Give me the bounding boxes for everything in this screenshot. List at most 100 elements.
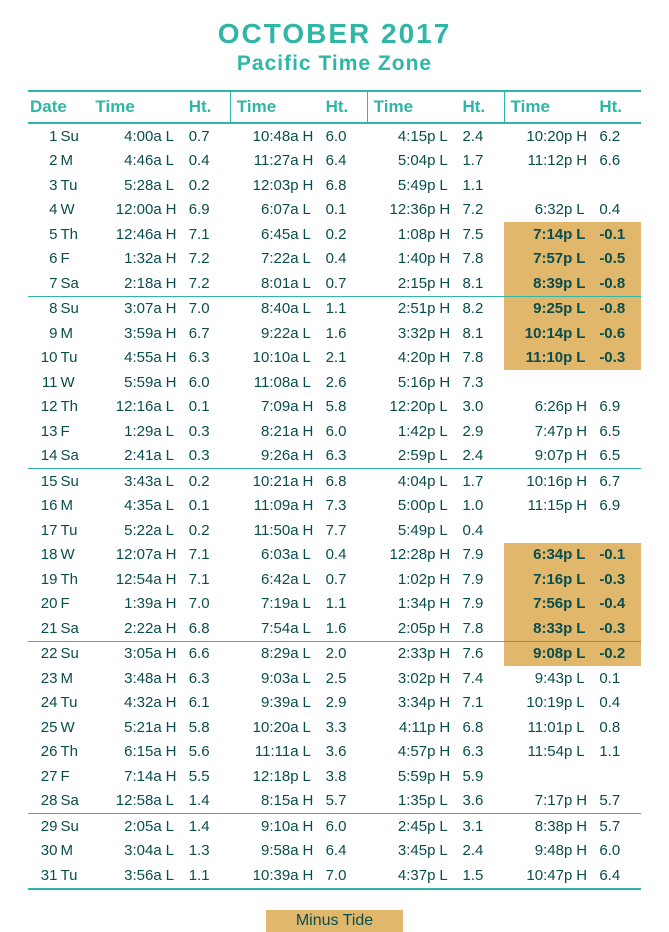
tide-height: -0.3 — [597, 616, 641, 641]
tide-time: 9:48p — [504, 839, 574, 864]
tide-time: 9:10a — [230, 814, 300, 839]
tide-time: 4:00a — [93, 123, 163, 149]
tide-time: 11:08a — [230, 370, 300, 395]
tide-hl: H — [301, 149, 324, 174]
tide-height: -0.3 — [597, 567, 641, 592]
table-row: 29Su2:05aL1.49:10aH6.02:45pL3.18:38pH5.7 — [28, 814, 641, 839]
col-ht-4: Ht. — [597, 91, 641, 123]
tide-height: -0.8 — [597, 296, 641, 321]
tide-height: 2.0 — [324, 641, 368, 666]
tide-hl: L — [301, 592, 324, 617]
tide-height: 7.9 — [460, 592, 504, 617]
tide-time: 11:50a — [230, 518, 300, 543]
tide-hl: L — [164, 863, 187, 889]
tide-height: 6.2 — [597, 123, 641, 149]
tide-time: 8:15a — [230, 789, 300, 814]
tide-hl: H — [574, 469, 597, 494]
tide-time: 4:37p — [367, 863, 437, 889]
page-subtitle: Pacific Time Zone — [28, 52, 641, 76]
tide-time: 4:20p — [367, 346, 437, 371]
tide-time: 12:18p — [230, 764, 300, 789]
day-number: 4 — [28, 198, 59, 223]
tide-time: 7:47p — [504, 419, 574, 444]
tide-height: 6.6 — [187, 641, 231, 666]
tide-time: 6:26p — [504, 395, 574, 420]
tide-time: 10:20p — [504, 123, 574, 149]
tide-hl: H — [301, 444, 324, 469]
tide-hl: L — [301, 616, 324, 641]
tide-time: 4:04p — [367, 469, 437, 494]
day-name: M — [59, 321, 93, 346]
tide-time: 10:21a — [230, 469, 300, 494]
tide-time: 11:01p — [504, 715, 574, 740]
tide-hl: H — [437, 616, 460, 641]
tide-hl: H — [164, 271, 187, 296]
tide-hl: H — [164, 740, 187, 765]
day-name: Su — [59, 296, 93, 321]
tide-height: 6.0 — [324, 123, 368, 149]
tide-time: 9:07p — [504, 444, 574, 469]
table-row: 3Tu5:28aL0.212:03pH6.85:49pL1.1 — [28, 173, 641, 198]
day-name: Tu — [59, 173, 93, 198]
tide-time: 3:05a — [93, 641, 163, 666]
tide-time: 7:17p — [504, 789, 574, 814]
tide-hl: H — [437, 715, 460, 740]
tide-height: 0.1 — [597, 666, 641, 691]
tide-height: -0.2 — [597, 641, 641, 666]
tide-hl: L — [301, 715, 324, 740]
tide-height: 0.7 — [324, 271, 368, 296]
tide-time: 5:49p — [367, 518, 437, 543]
tide-height: 7.0 — [187, 296, 231, 321]
tide-height: 5.7 — [597, 814, 641, 839]
tide-time — [504, 518, 574, 543]
day-number: 17 — [28, 518, 59, 543]
tide-time: 2:45p — [367, 814, 437, 839]
tide-height: 8.2 — [460, 296, 504, 321]
tide-height: 5.7 — [597, 789, 641, 814]
tide-hl: L — [437, 814, 460, 839]
tide-hl: L — [164, 173, 187, 198]
tide-time: 10:19p — [504, 691, 574, 716]
tide-hl: H — [437, 691, 460, 716]
table-row: 23M3:48aH6.39:03aL2.53:02pH7.49:43pL0.1 — [28, 666, 641, 691]
tide-time: 3:32p — [367, 321, 437, 346]
tide-hl: L — [574, 543, 597, 568]
tide-time: 1:42p — [367, 419, 437, 444]
tide-height: 7.2 — [187, 247, 231, 272]
day-name: W — [59, 715, 93, 740]
tide-hl: H — [301, 839, 324, 864]
day-number: 28 — [28, 789, 59, 814]
tide-height: 0.1 — [187, 395, 231, 420]
tide-height: 7.9 — [460, 567, 504, 592]
tide-time: 9:08p — [504, 641, 574, 666]
tide-hl: L — [574, 567, 597, 592]
tide-hl: H — [301, 123, 324, 149]
tide-height: 6.7 — [187, 321, 231, 346]
tide-height: 6.8 — [187, 616, 231, 641]
tide-height: 7.1 — [187, 543, 231, 568]
tide-time: 3:02p — [367, 666, 437, 691]
tide-time: 2:18a — [93, 271, 163, 296]
tide-hl: L — [164, 149, 187, 174]
tide-time: 6:15a — [93, 740, 163, 765]
tide-time: 10:10a — [230, 346, 300, 371]
tide-height: 3.8 — [324, 764, 368, 789]
table-row: 26Th6:15aH5.611:11aL3.64:57pH6.311:54pL1… — [28, 740, 641, 765]
tide-hl: L — [301, 567, 324, 592]
tide-time: 2:51p — [367, 296, 437, 321]
tide-time: 3:34p — [367, 691, 437, 716]
tide-hl: H — [574, 863, 597, 889]
tide-time: 8:21a — [230, 419, 300, 444]
table-row: 24Tu4:32aH6.19:39aL2.93:34pH7.110:19pL0.… — [28, 691, 641, 716]
tide-time: 4:57p — [367, 740, 437, 765]
tide-time: 4:32a — [93, 691, 163, 716]
day-name: Tu — [59, 691, 93, 716]
tide-height: 7.8 — [460, 247, 504, 272]
tide-time: 1:40p — [367, 247, 437, 272]
col-time-4: Time — [504, 91, 597, 123]
tide-time: 6:42a — [230, 567, 300, 592]
tide-time: 2:05p — [367, 616, 437, 641]
table-row: 27F7:14aH5.512:18pL3.85:59pH5.9 — [28, 764, 641, 789]
tide-time: 8:33p — [504, 616, 574, 641]
tide-height: 6.3 — [187, 346, 231, 371]
